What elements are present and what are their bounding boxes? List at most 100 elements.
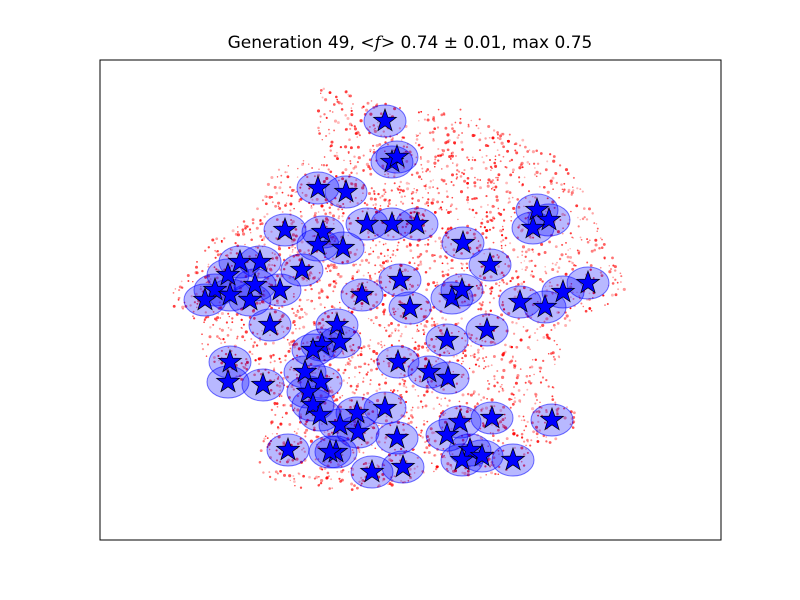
population-point: [497, 255, 500, 258]
population-point: [499, 409, 503, 412]
population-point: [570, 191, 574, 195]
population-point: [342, 379, 345, 382]
population-point: [495, 198, 499, 202]
population-point: [288, 343, 291, 346]
population-point: [255, 226, 259, 230]
population-point: [244, 243, 246, 246]
population-point: [541, 376, 545, 379]
population-point: [493, 375, 496, 378]
population-point: [483, 367, 485, 370]
population-point: [290, 194, 293, 198]
population-point: [492, 226, 495, 229]
population-point: [279, 382, 281, 384]
population-point: [556, 412, 559, 416]
population-point: [551, 262, 554, 265]
population-point: [386, 274, 389, 277]
population-point: [284, 171, 287, 174]
population-point: [294, 324, 296, 326]
population-point: [374, 447, 377, 450]
population-point: [497, 265, 500, 268]
population-point: [291, 307, 294, 311]
station-star: [384, 143, 410, 168]
population-point: [372, 359, 376, 363]
population-point: [526, 440, 529, 443]
population-point: [558, 196, 560, 199]
population-point: [497, 428, 500, 432]
population-point: [458, 400, 461, 403]
population-point: [572, 297, 575, 300]
population-point: [496, 269, 498, 271]
population-point: [463, 332, 466, 335]
population-point: [499, 385, 502, 388]
population-point: [241, 327, 244, 330]
population-point: [493, 182, 495, 185]
population-point: [478, 357, 481, 360]
population-point: [428, 267, 432, 270]
population-point: [529, 375, 531, 377]
population-point: [553, 339, 556, 342]
population-point: [290, 366, 292, 369]
population-point: [444, 273, 447, 276]
station-star: [469, 442, 495, 467]
population-point: [525, 329, 528, 333]
population-point: [283, 473, 286, 477]
station-star: [500, 446, 526, 471]
population-point: [546, 160, 549, 163]
population-point: [369, 368, 373, 372]
population-point: [276, 259, 279, 261]
population-point: [226, 334, 230, 337]
population-point: [336, 368, 340, 372]
population-point: [411, 406, 414, 409]
population-point: [542, 185, 546, 189]
population-point: [529, 444, 532, 447]
population-point: [302, 162, 305, 165]
population-point: [532, 236, 535, 239]
population-point: [600, 246, 604, 249]
population-point: [271, 257, 274, 260]
population-point: [455, 177, 458, 180]
population-point: [544, 285, 547, 288]
population-point: [500, 313, 504, 317]
population-point: [515, 151, 519, 155]
population-point: [452, 370, 455, 373]
population-point: [513, 364, 517, 368]
population-point: [567, 190, 570, 194]
population-point: [417, 111, 420, 114]
population-point: [490, 471, 494, 475]
population-point: [275, 449, 278, 452]
population-point: [516, 198, 519, 201]
population-point: [449, 463, 452, 467]
population-point: [290, 384, 294, 389]
population-point: [250, 232, 252, 234]
population-point: [433, 254, 436, 257]
population-point: [401, 225, 404, 229]
station-star: [330, 234, 356, 259]
population-point: [348, 362, 351, 366]
population-point: [477, 127, 480, 130]
population-point: [428, 186, 432, 189]
population-point: [433, 439, 437, 443]
population-point: [333, 285, 337, 289]
population-point: [485, 215, 489, 218]
population-point: [384, 191, 387, 194]
population-point: [558, 164, 562, 167]
population-point: [242, 220, 246, 223]
population-point: [274, 478, 277, 481]
population-point: [504, 236, 508, 240]
population-point: [457, 275, 460, 278]
population-point: [484, 406, 489, 410]
population-point: [379, 252, 383, 255]
population-point: [293, 480, 296, 483]
population-point: [329, 386, 332, 389]
station-star: [477, 251, 503, 276]
population-point: [483, 360, 486, 362]
population-point: [411, 384, 415, 388]
population-point: [220, 306, 222, 309]
population-point: [350, 423, 353, 426]
population-point: [387, 483, 389, 486]
population-point: [263, 437, 266, 441]
population-point: [277, 201, 281, 205]
population-point: [445, 467, 449, 471]
population-point: [258, 302, 262, 305]
